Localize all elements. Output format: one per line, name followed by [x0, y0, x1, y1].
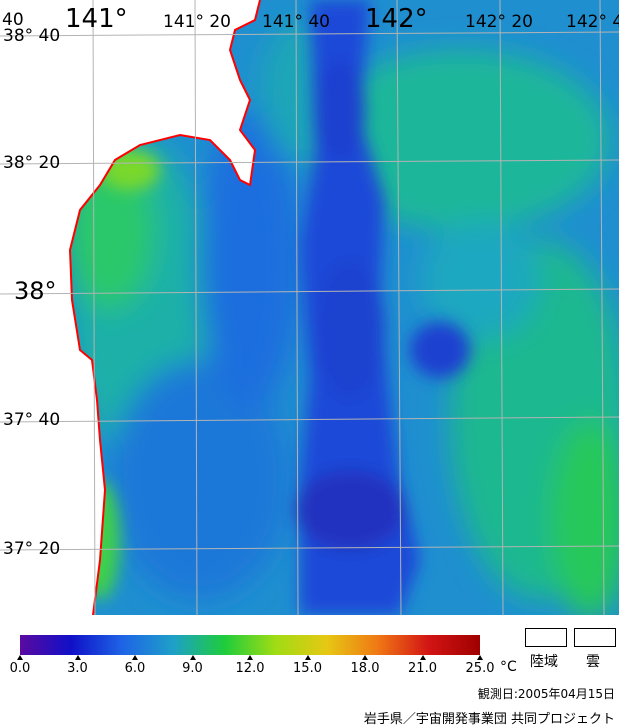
map-canvas [0, 0, 619, 615]
colorbar-tick-mark [304, 655, 311, 660]
lon-label-1: 141° [65, 4, 128, 34]
lon-label-2: 141° 20 [163, 12, 231, 32]
cloud-swatch [574, 628, 616, 647]
colorbar-tick-label: 21.0 [408, 661, 437, 676]
colorbar-tick-mark [419, 655, 426, 660]
lon-label-6: 142° 4 [566, 12, 619, 32]
coastline [68, 0, 261, 615]
lat-label-1: 38° 40 [3, 26, 61, 46]
lon-label-5: 142° 20 [465, 12, 533, 32]
colorbar-tick-label: 18.0 [350, 661, 380, 676]
sea-temperature-field [70, 0, 619, 615]
lat-label-2: 38° 20 [3, 153, 61, 173]
lon-label-3: 141° 40 [262, 12, 330, 32]
land-swatch [525, 628, 567, 647]
colorbar-tick-label: 0.0 [9, 661, 31, 676]
colorbar-tick-label: 9.0 [182, 661, 203, 676]
colorbar-tick-mark [362, 655, 368, 660]
colorbar-tick-mark [74, 655, 81, 660]
colorbar-tick-mark [247, 655, 253, 660]
colorbar-tick-label: 6.0 [124, 661, 146, 676]
lat-label-4: 37° 40 [3, 410, 61, 430]
colorbar-tick-mark [132, 655, 138, 660]
observation-date: 観測日:2005年04月15日 [477, 687, 615, 701]
colorbar-tick-label: 15.0 [293, 661, 322, 676]
cloud-swatch-label: 雲 [586, 654, 600, 670]
legend: 0.0 3.0 6.0 9.0 12.0 15.0 18.0 21.0 25.0 °C 陸域 雲… [0, 615, 619, 727]
colorbar-tick-mark [17, 655, 23, 660]
temperature-colorbar [20, 635, 480, 655]
colorbar-tick-mark [189, 655, 196, 660]
graticule [0, 0, 619, 615]
colorbar-tick-mark [477, 655, 483, 660]
unit-label: °C [500, 659, 517, 675]
land-swatch-label: 陸域 [530, 654, 558, 670]
sea-surface-temperature-map: 40 141° 141° 20 141° 40 142° 142° 20 142… [0, 0, 619, 615]
credit-text: 岩手県／宇宙開発事業団 共同プロジェクト [363, 712, 615, 727]
corner-label: 40 [2, 10, 24, 30]
lat-label-3: 38° [14, 277, 57, 305]
lon-label-4: 142° [365, 4, 428, 34]
colorbar-tick-label: 3.0 [67, 661, 88, 676]
lat-label-5: 37° 20 [3, 539, 61, 559]
colorbar-tick-label: 25.0 [465, 661, 495, 676]
colorbar-tick-label: 12.0 [235, 661, 265, 676]
